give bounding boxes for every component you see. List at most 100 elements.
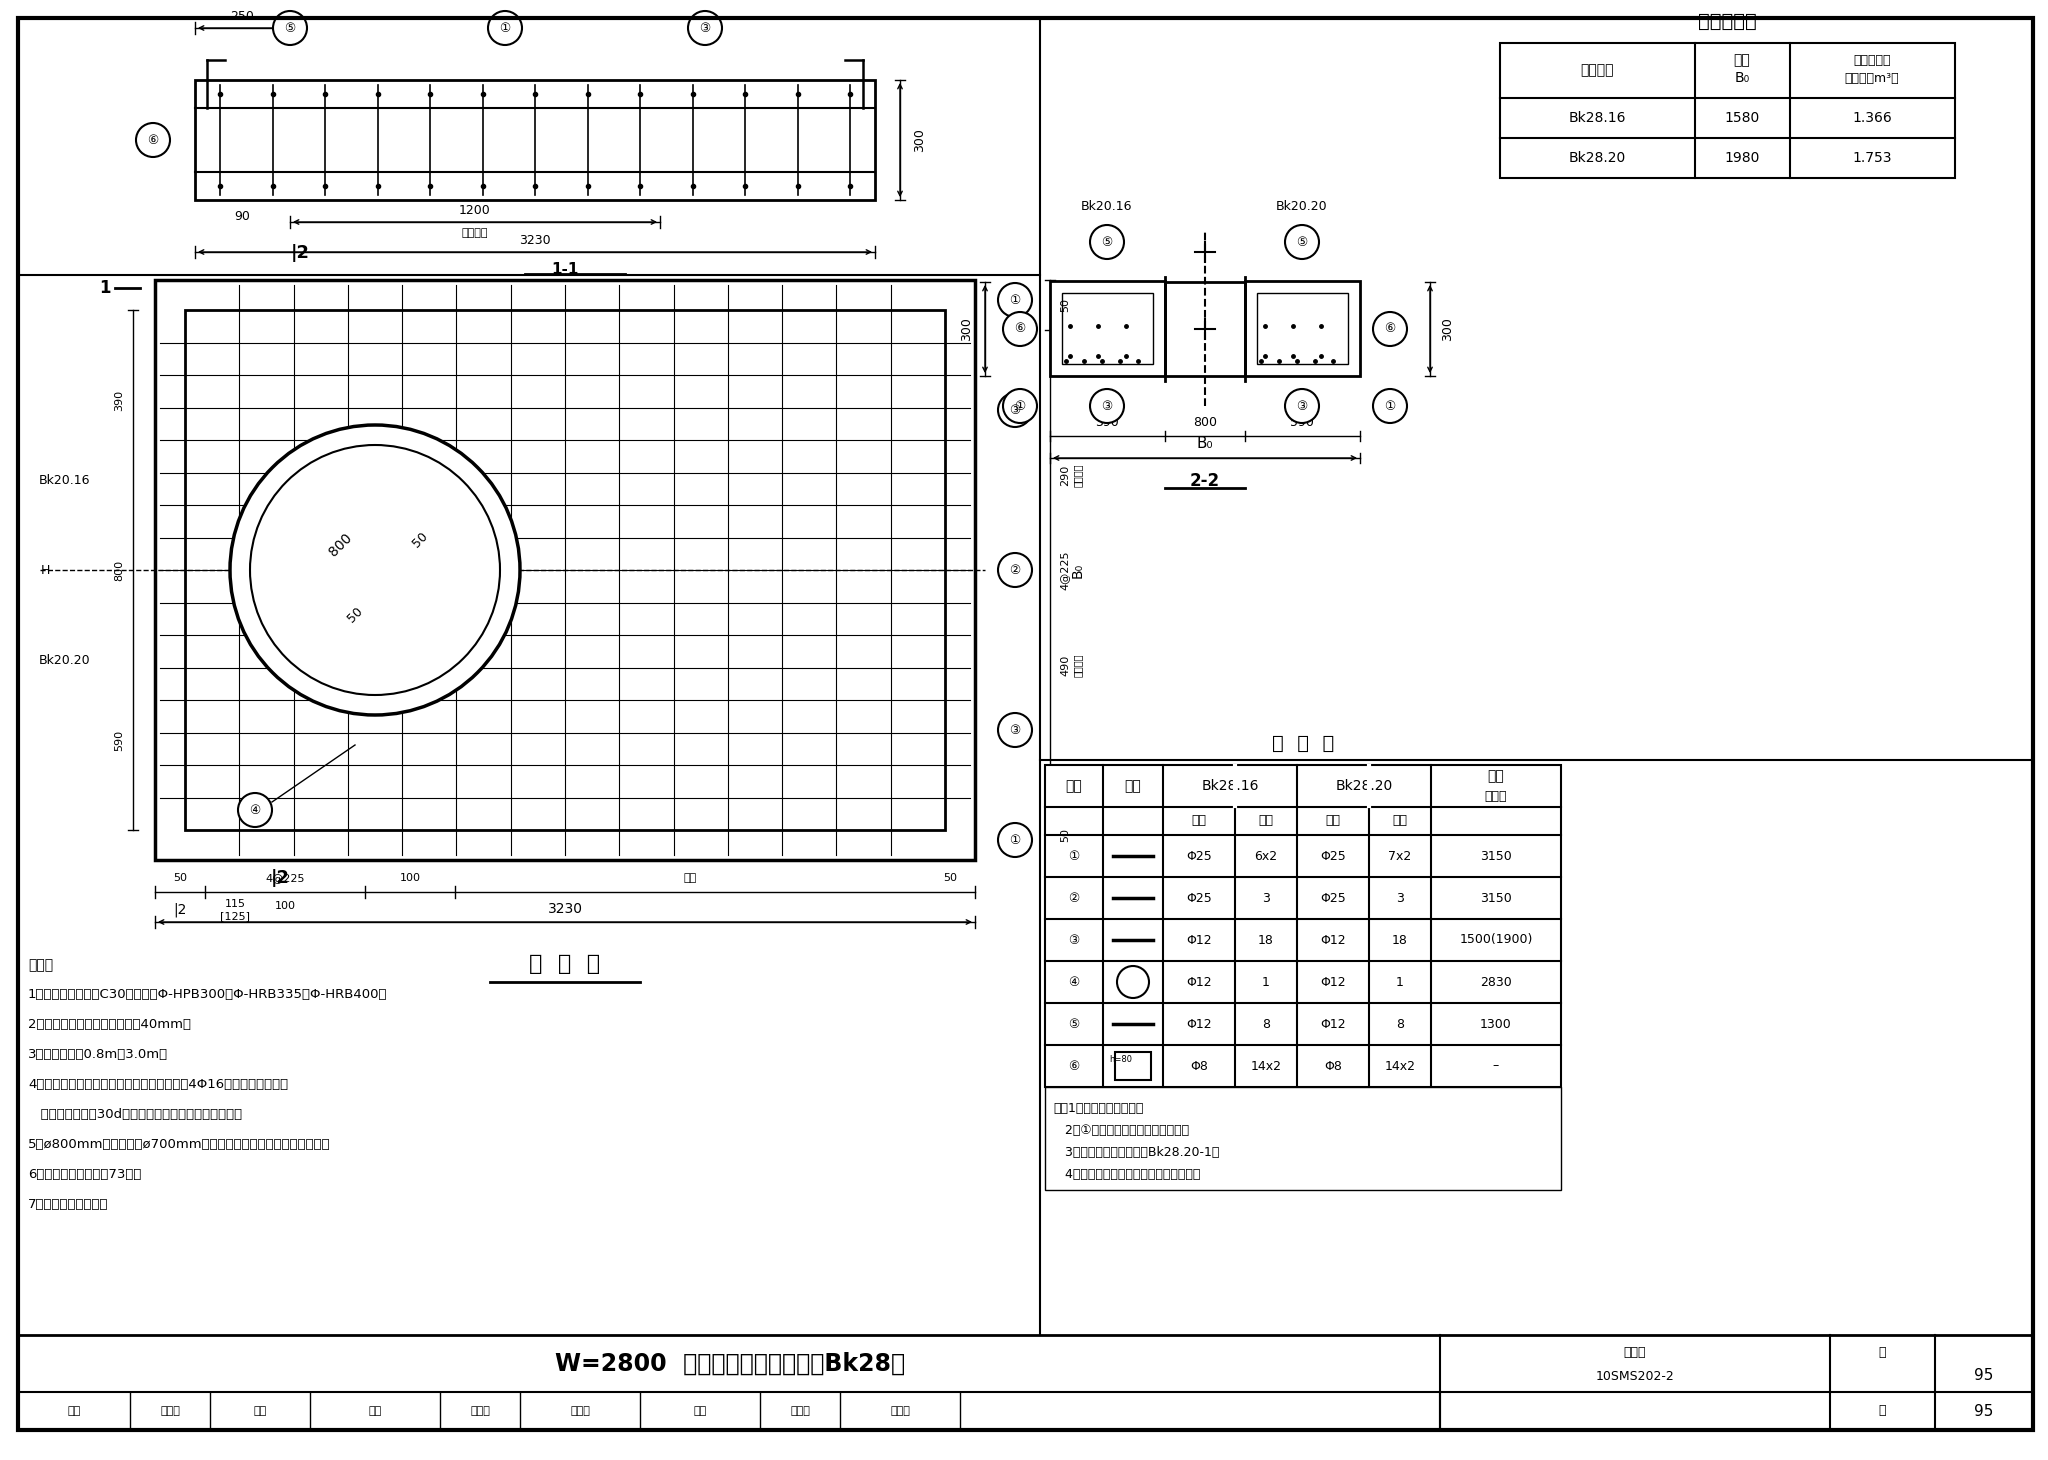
Text: 均放: 均放 — [684, 873, 696, 883]
Text: 1500(1900): 1500(1900) — [1460, 933, 1532, 946]
Text: 90: 90 — [233, 210, 250, 223]
Text: Bk20.20: Bk20.20 — [39, 654, 90, 667]
Text: 5．ø800mm人孔可改为ø700mm，鑉筋直径、根数及相对位置不变．: 5．ø800mm人孔可改为ø700mm，鑉筋直径、根数及相对位置不变． — [29, 1137, 330, 1150]
Circle shape — [135, 123, 170, 158]
Circle shape — [1004, 312, 1036, 346]
Text: 6．盖板模板图参见第73页．: 6．盖板模板图参见第73页． — [29, 1168, 141, 1181]
Text: ⑥: ⑥ — [1384, 323, 1395, 336]
Text: ①: ① — [1010, 834, 1020, 847]
Text: –: – — [1493, 1060, 1499, 1073]
Text: 1．材料：混凝土为C30；鑉筋：Φ-HPB300；Φ-HRB335；Φ-HRB400．: 1．材料：混凝土为C30；鑉筋：Φ-HPB300；Φ-HRB335；Φ-HRB4… — [29, 988, 387, 1002]
Text: 1.366: 1.366 — [1851, 111, 1892, 126]
Bar — [1245, 280, 1360, 377]
Circle shape — [238, 793, 272, 826]
Text: Bk20.16: Bk20.16 — [39, 473, 90, 486]
Circle shape — [272, 12, 307, 45]
Text: 590: 590 — [115, 730, 125, 750]
Text: 7．其他详见总说明．: 7．其他详见总说明． — [29, 1199, 109, 1210]
Text: Φ25: Φ25 — [1186, 892, 1212, 905]
Text: Φ25: Φ25 — [1321, 850, 1346, 863]
Text: 2830: 2830 — [1481, 975, 1511, 988]
Text: Φ12: Φ12 — [1321, 1018, 1346, 1031]
Text: Φ8: Φ8 — [1190, 1060, 1208, 1073]
Text: 1200: 1200 — [459, 204, 492, 218]
Text: 2．盖板鑉筋的混凝土保护层：40mm．: 2．盖板鑉筋的混凝土保护层：40mm． — [29, 1018, 190, 1031]
Text: ⑥: ⑥ — [147, 133, 158, 146]
Text: 6x2: 6x2 — [1255, 850, 1278, 863]
Text: 4@225: 4@225 — [266, 873, 305, 883]
Text: 页: 页 — [1878, 1346, 1886, 1358]
Text: H: H — [41, 564, 49, 577]
Text: 编号: 编号 — [1065, 780, 1083, 793]
Text: 50: 50 — [1061, 298, 1069, 312]
Text: Φ12: Φ12 — [1321, 933, 1346, 946]
Text: B₀: B₀ — [1071, 562, 1085, 578]
Text: |2: |2 — [291, 244, 309, 261]
Text: 4．鑉筋的连接为等强机械连接或焊接．: 4．鑉筋的连接为等强机械连接或焊接． — [1053, 1168, 1200, 1181]
Text: 说明：: 说明： — [29, 958, 53, 972]
Text: 300: 300 — [913, 128, 926, 152]
Text: ⑤: ⑤ — [1296, 235, 1307, 248]
Text: 3230: 3230 — [520, 234, 551, 247]
Text: 50: 50 — [344, 604, 365, 625]
Text: 板宽: 板宽 — [1733, 53, 1751, 67]
Text: 50: 50 — [172, 873, 186, 883]
Bar — [156, 280, 975, 860]
Circle shape — [1284, 225, 1319, 258]
Text: 800: 800 — [1194, 416, 1217, 428]
Text: 1: 1 — [1262, 975, 1270, 988]
Text: 盖板型号: 盖板型号 — [1581, 63, 1614, 77]
Text: （均放）: （均放） — [1073, 463, 1083, 486]
Text: （均放）: （均放） — [461, 228, 487, 238]
Bar — [184, 310, 944, 829]
Text: 3: 3 — [1397, 892, 1405, 905]
Text: 长度: 长度 — [1487, 769, 1505, 783]
Text: 100: 100 — [399, 873, 420, 883]
Circle shape — [229, 425, 520, 715]
Text: B₀: B₀ — [1196, 437, 1212, 451]
Text: ④: ④ — [250, 803, 260, 816]
Text: ⑤: ⑤ — [1069, 1018, 1079, 1031]
Bar — [18, 1334, 2034, 1429]
Text: （均放）: （均放） — [1073, 653, 1083, 677]
Text: 7x2: 7x2 — [1389, 850, 1411, 863]
Text: 1: 1 — [1397, 975, 1405, 988]
Circle shape — [487, 12, 522, 45]
Text: Bk28.20: Bk28.20 — [1335, 780, 1393, 793]
Text: B₀: B₀ — [1735, 72, 1749, 85]
Text: Φ12: Φ12 — [1186, 1018, 1212, 1031]
Text: 14x2: 14x2 — [1384, 1060, 1415, 1073]
Text: |2: |2 — [270, 869, 289, 888]
Text: 590: 590 — [1290, 416, 1315, 428]
Text: 50: 50 — [1061, 828, 1069, 842]
Text: （砖）: （砖） — [1485, 790, 1507, 803]
Text: ④: ④ — [1069, 975, 1079, 988]
Circle shape — [1284, 388, 1319, 423]
Text: 8: 8 — [1397, 1018, 1405, 1031]
Circle shape — [997, 553, 1032, 587]
Text: 50: 50 — [942, 873, 956, 883]
Text: ①: ① — [1384, 400, 1395, 413]
Circle shape — [688, 12, 723, 45]
Text: 1580: 1580 — [1724, 111, 1759, 126]
Text: 3150: 3150 — [1481, 892, 1511, 905]
Bar — [1257, 293, 1348, 364]
Circle shape — [1372, 312, 1407, 346]
Text: 1980: 1980 — [1724, 150, 1759, 165]
Text: 800: 800 — [115, 559, 125, 581]
Text: ②: ② — [1069, 892, 1079, 905]
Text: 95: 95 — [1974, 1368, 1993, 1384]
Text: ③: ③ — [698, 22, 711, 35]
Text: ①: ① — [500, 22, 510, 35]
Text: ③: ③ — [1069, 933, 1079, 946]
Text: [125]: [125] — [219, 911, 250, 921]
Text: ⑥: ⑥ — [1014, 323, 1026, 336]
Text: 2．①号鑉筋根数以表中数值为准．: 2．①号鑉筋根数以表中数值为准． — [1053, 1124, 1190, 1137]
Text: 95: 95 — [1974, 1403, 1993, 1419]
Text: 沿利健: 沿利健 — [891, 1406, 909, 1416]
Text: 115: 115 — [225, 899, 246, 910]
Text: |2: |2 — [174, 902, 186, 917]
Text: 直径: 直径 — [1325, 815, 1341, 828]
Text: 直径: 直径 — [1192, 815, 1206, 828]
Text: （砖）（m³）: （砖）（m³） — [1845, 72, 1898, 85]
